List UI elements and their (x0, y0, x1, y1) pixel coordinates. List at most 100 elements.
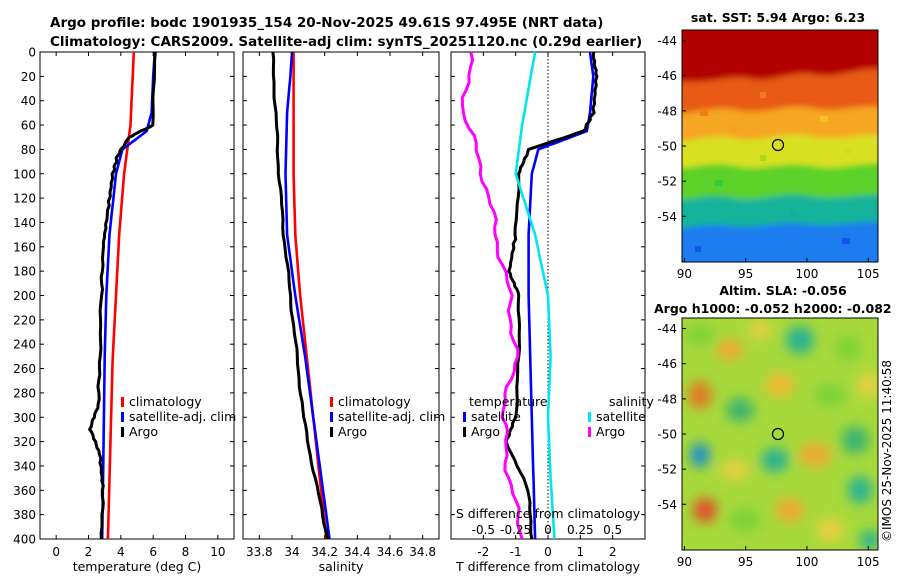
x-tick-label: 1 (577, 545, 585, 559)
map-x-tick-label: 105 (857, 555, 880, 569)
x-tick-label: 2 (609, 545, 617, 559)
x-tick-label: -1 (510, 545, 522, 559)
map-y-tick-label: -52 (657, 175, 677, 189)
header-line2: Climatology: CARS2009. Satellite-adj cli… (50, 34, 642, 50)
x-tick-label: 34.2 (311, 545, 338, 559)
map-y-tick-label: -46 (657, 357, 677, 371)
legend-title-salinity: salinity (609, 394, 654, 409)
legend-swatch-sal-satellite (588, 412, 591, 422)
legend-swatch-temp-satellite (463, 412, 466, 422)
y-tick-label: 280 (13, 386, 36, 400)
y-tick-label: 360 (13, 484, 36, 498)
x-tick-label: 2 (85, 545, 93, 559)
x-tick-label: 0 (52, 545, 60, 559)
difference-xlabel-top: S difference from climatology (456, 506, 641, 521)
map-x-tick-label: 90 (677, 555, 692, 569)
legend-label-climatology: climatology (129, 394, 202, 409)
map-x-tick-label: 100 (795, 267, 818, 281)
legend-label-sal-satellite: satellite (596, 409, 646, 424)
temperature-legend: climatology satellite-adj. clim Argo (121, 394, 236, 439)
series-line-temperature-satellite (527, 51, 595, 540)
legend-label-argo: Argo (338, 424, 367, 439)
x-tick-label: 34 (284, 545, 299, 559)
watermark: ©IMOS 25-Nov-2025 11:40:58 (880, 360, 894, 542)
map-y-tick-label: -48 (657, 104, 677, 118)
y-tick-label: 200 (13, 289, 36, 303)
sla-map-title: Altim. SLA: -0.056 (719, 283, 847, 298)
series-line-argo (271, 51, 330, 540)
legend-swatch-argo (121, 427, 124, 437)
legend-swatch-climatology (330, 397, 333, 407)
legend-label-sal-argo: Argo (596, 424, 625, 439)
map-y-tick-label: -50 (657, 140, 677, 154)
y-tick-label: 340 (13, 459, 36, 473)
y-tick-label: 80 (21, 143, 36, 157)
x-tick-label: 34.6 (377, 545, 404, 559)
legend-label-climatology: climatology (338, 394, 411, 409)
sla-map-subtitle: Argo h1000: -0.052 h2000: -0.082 (654, 301, 892, 316)
x-tick-label: 34.8 (409, 545, 436, 559)
y-tick-label: 140 (13, 216, 36, 230)
legend-swatch-argo (330, 427, 333, 437)
y-tick-label: 120 (13, 192, 36, 206)
x-tick-label: 10 (210, 545, 225, 559)
y-tick-label: 260 (13, 362, 36, 376)
series-line-satellite-adj-clim (284, 51, 331, 540)
y-tick-label: 100 (13, 167, 36, 181)
salinity-legend: climatology satellite-adj. clim Argo (330, 394, 445, 439)
y-tick-label: 60 (21, 119, 36, 133)
y-tick-label: 400 (13, 533, 36, 547)
map-x-tick-label: 105 (857, 267, 880, 281)
legend-label-temp-argo: Argo (471, 424, 500, 439)
y-tick-label: 20 (21, 70, 36, 84)
y-tick-label: 0 (28, 46, 36, 60)
map-y-tick-label: -54 (657, 498, 677, 512)
series-line-climatology (292, 52, 328, 540)
y-tick-label: 240 (13, 338, 36, 352)
legend-swatch-sal-argo (588, 427, 591, 437)
legend-swatch-temp-argo (463, 427, 466, 437)
x-tick-label: -2 (477, 545, 489, 559)
temperature-panel: 0 2 4 6 8 10 0 20 40 60 80 100 120 140 160 180 200 220 24… (13, 46, 236, 575)
map-y-tick-label: -54 (657, 210, 677, 224)
legend-label-argo: Argo (129, 424, 158, 439)
header-line1: Argo profile: bodc 1901935_154 20-Nov-20… (50, 15, 603, 31)
difference-panel: -2 -1 0 1 2 -0.5 -0.25 0 0.25 0.5 T difference f… (450, 51, 654, 574)
x-tick-label-top: 0.5 (603, 523, 622, 537)
legend-swatch-satellite (121, 412, 124, 422)
x-tick-label: 6 (149, 545, 157, 559)
legend-swatch-climatology (121, 397, 124, 407)
x-tick-label-top: -0.25 (500, 523, 531, 537)
sst-map: sat. SST: 5.94 Argo: 6.23 90 95 100 (657, 10, 880, 281)
legend-label-satellite: satellite-adj. clim (338, 409, 445, 424)
y-tick-label: 160 (13, 240, 36, 254)
series-line-argo (88, 51, 157, 540)
y-tick-label: 40 (21, 94, 36, 108)
difference-legend: temperature satellite Argo salinity sate… (463, 394, 654, 439)
map-x-tick-label: 100 (795, 555, 818, 569)
map-y-tick-label: -48 (657, 392, 677, 406)
x-tick-label-top: 0 (544, 523, 552, 537)
temperature-xlabel: temperature (deg C) (73, 559, 202, 574)
series-line-temperature-argo (504, 51, 599, 540)
legend-label-satellite: satellite-adj. clim (129, 409, 236, 424)
map-y-tick-label: -52 (657, 463, 677, 477)
y-tick-label: 300 (13, 411, 36, 425)
map-x-tick-label: 95 (738, 267, 753, 281)
sla-map: Altim. SLA: -0.056 Argo h1000: -0.052 h2… (654, 283, 892, 569)
map-x-tick-label: 90 (677, 267, 692, 281)
sst-map-title: sat. SST: 5.94 Argo: 6.23 (691, 10, 865, 25)
map-y-tick-label: -44 (657, 322, 677, 336)
x-tick-label-top: 0.25 (567, 523, 594, 537)
map-y-tick-label: -50 (657, 428, 677, 442)
x-tick-label: 4 (117, 545, 125, 559)
map-y-tick-label: -46 (657, 69, 677, 83)
sla-argo-marker (771, 427, 785, 441)
x-tick-label: 34.4 (344, 545, 371, 559)
x-tick-label: 8 (182, 545, 190, 559)
legend-swatch-satellite (330, 412, 333, 422)
map-x-tick-label: 95 (738, 555, 753, 569)
legend-label-temp-satellite: satellite (471, 409, 521, 424)
salinity-panel: 33.8 34 34.2 34.4 34.6 34.8 salinity climatol… (242, 51, 445, 574)
